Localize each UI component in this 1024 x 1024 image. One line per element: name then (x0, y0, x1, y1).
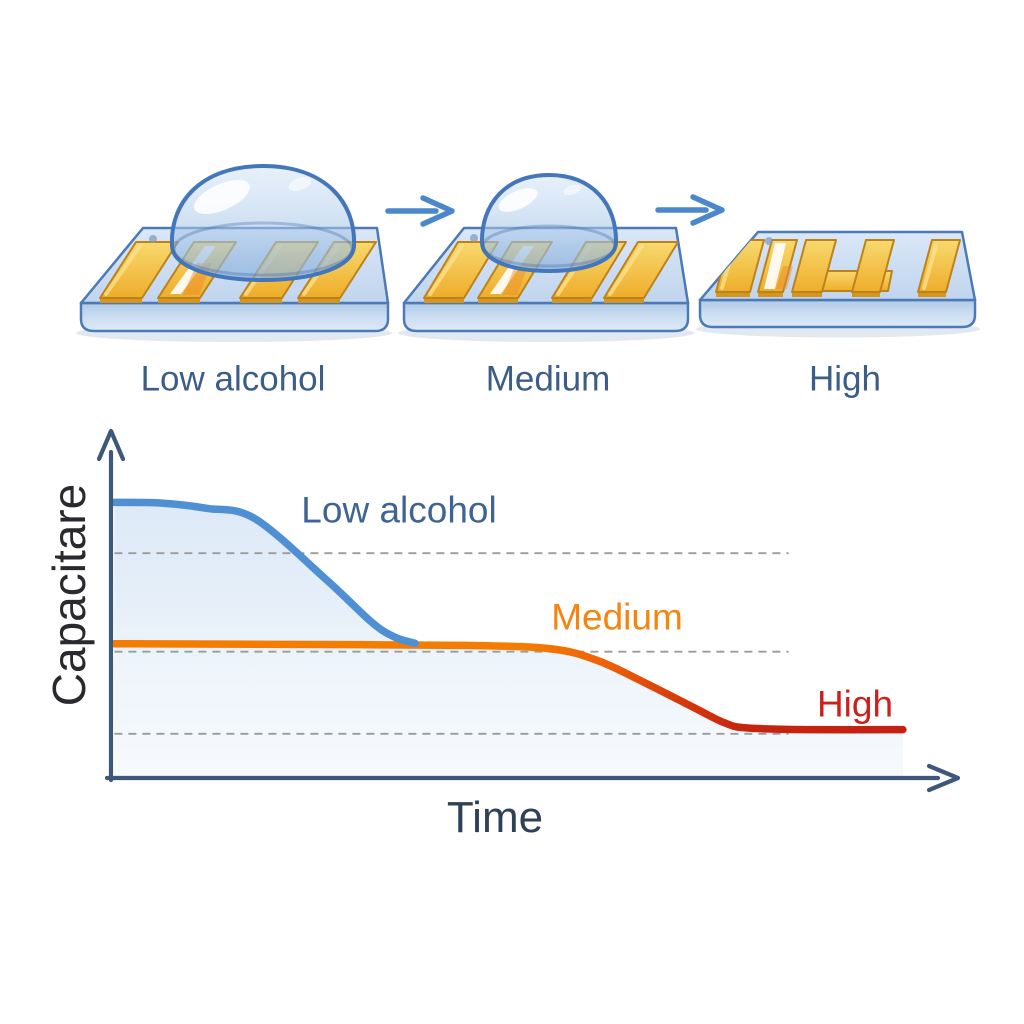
y-axis-title: Capacitare (43, 483, 95, 707)
chip-side-face (79, 301, 390, 333)
curve-low-alcohol (110, 498, 419, 648)
stage-label-low-alcohol: Low alcohol (140, 359, 326, 399)
curve-label-high: High (816, 683, 894, 725)
electrode-stain (503, 266, 528, 295)
area-fill (114, 502, 903, 776)
gridlines (114, 552, 789, 735)
chip-side-face (698, 298, 977, 329)
electrode-stain (776, 266, 793, 289)
chip-corner-dot (470, 234, 478, 242)
droplet-specular-highlight (194, 179, 250, 215)
chip-side-face (402, 301, 690, 333)
droplet-small (479, 173, 619, 273)
x-axis-arrowhead (926, 763, 961, 793)
y-axis-arrowhead (96, 428, 126, 462)
chip-corner-dot (149, 235, 157, 243)
chip-corner-dot (765, 237, 773, 245)
electrode-reflection (764, 243, 786, 289)
arrow-right-icon (655, 194, 725, 226)
droplet-specular-highlight (498, 188, 538, 212)
x-axis-title: Time (446, 793, 544, 842)
stage-label-medium: Medium (485, 359, 611, 399)
curve-medium-high (110, 639, 907, 734)
sensor-chip-medium (398, 173, 694, 342)
axes (96, 428, 961, 793)
stage-label-high: High (809, 359, 881, 399)
curve-label-low-alcohol: Low alcohol (301, 489, 497, 531)
curve-label-medium: Medium (551, 596, 683, 638)
droplet-large (169, 164, 357, 282)
sensor-chip-high (696, 230, 980, 338)
sensor-chip-low (76, 164, 392, 342)
arrow-right-icon (385, 195, 455, 227)
electrodes-high-serpentine (715, 239, 961, 297)
capacitance-time-chart (96, 428, 961, 793)
